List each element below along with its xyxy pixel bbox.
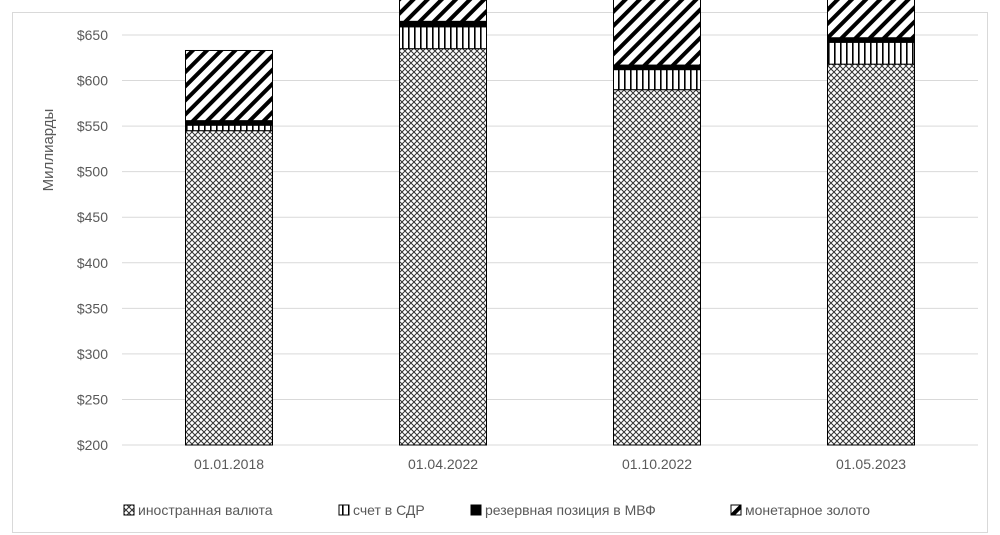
bar-segment <box>827 41 915 65</box>
bar-segment <box>185 130 273 446</box>
bar-segment <box>613 69 701 91</box>
legend-item: иностранная валюта <box>123 502 273 518</box>
y-axis-ticks: $200 $250 $300 $350 $400 $450 $500 $550 $600 $650 <box>77 27 108 453</box>
legend-item: счет в СДР <box>338 502 425 518</box>
bar-segment <box>185 124 273 132</box>
legend-label: иностранная валюта <box>138 502 273 518</box>
y-tick-label: $650 <box>77 27 108 43</box>
bar-segment <box>827 37 915 43</box>
y-tick-label: $250 <box>77 391 108 407</box>
legend-swatch <box>470 504 482 516</box>
bar-segment <box>399 20 487 28</box>
y-axis-label: Миллиарды <box>40 109 57 192</box>
x-axis-ticks: 01.01.2018 01.04.2022 01.10.2022 01.05.2023 <box>194 456 906 472</box>
y-tick-label: $600 <box>77 73 108 89</box>
y-tick-label: $400 <box>77 255 108 271</box>
legend-label: резервная позиция в МВФ <box>485 502 656 518</box>
x-tick-label: 01.10.2022 <box>622 456 692 472</box>
y-tick-label: $300 <box>77 346 108 362</box>
legend-swatch <box>123 504 135 516</box>
bar-segment <box>827 63 915 446</box>
legend-swatch <box>338 504 350 516</box>
legend-swatch <box>730 504 742 516</box>
y-tick-label: $200 <box>77 437 108 453</box>
legend-item: монетарное золото <box>730 502 870 518</box>
bar-segment <box>613 0 701 66</box>
x-tick-label: 01.04.2022 <box>408 456 478 472</box>
y-tick-label: $450 <box>77 209 108 225</box>
y-tick-label: $550 <box>77 118 108 134</box>
y-tick-label: $350 <box>77 300 108 316</box>
bar-segment <box>185 49 273 122</box>
bar-segment <box>613 64 701 71</box>
legend-label: монетарное золото <box>745 502 870 518</box>
legend-label: счет в СДР <box>353 502 425 518</box>
bar-segment <box>399 48 487 446</box>
x-tick-label: 01.05.2023 <box>836 456 906 472</box>
x-tick-label: 01.01.2018 <box>194 456 264 472</box>
chart-frame <box>12 12 988 533</box>
bar-segment <box>399 26 487 50</box>
bar-segment <box>399 0 487 22</box>
bar-segment <box>827 0 915 39</box>
legend: иностранная валюта счет в СДР резервная по… <box>123 502 870 518</box>
legend-item: резервная позиция в МВФ <box>470 502 656 518</box>
bar-segment <box>185 120 273 126</box>
y-tick-label: $500 <box>77 164 108 180</box>
bar-segment <box>613 89 701 446</box>
bars <box>185 0 915 446</box>
